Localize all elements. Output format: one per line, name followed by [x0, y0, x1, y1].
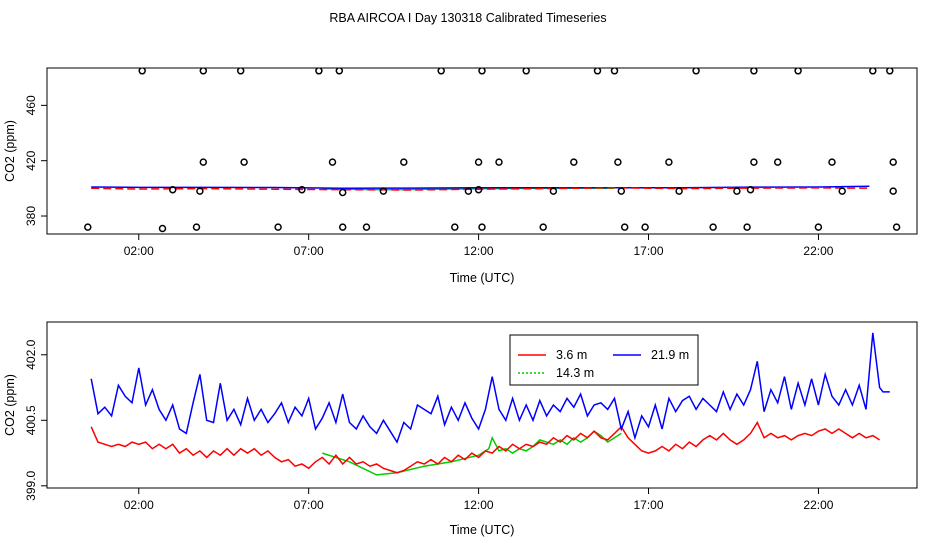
y-tick-label: 399.0 — [24, 470, 38, 500]
legend: 3.6 m 21.9 m 14.3 m — [509, 334, 699, 386]
outlier-point — [478, 68, 486, 75]
x-tick-label: 17:00 — [634, 244, 664, 258]
outlier-point — [709, 223, 717, 231]
x-tick-label: 12:00 — [464, 498, 494, 512]
outlier-point — [199, 158, 208, 166]
outlier-point — [746, 185, 755, 194]
y-tick-label: 460 — [24, 95, 38, 115]
outlier-point — [328, 158, 337, 166]
outlier-point — [379, 187, 388, 195]
legend-label: 14.3 m — [556, 366, 594, 380]
outlier-point — [474, 158, 483, 166]
x-tick-label: 17:00 — [634, 498, 664, 512]
outlier-point — [814, 223, 823, 231]
outlier-point — [192, 223, 201, 231]
x-tick-label: 02:00 — [124, 498, 154, 512]
outlier-point — [675, 187, 683, 195]
chart-title: RBA AIRCOA I Day 130318 Calibrated Times… — [329, 11, 606, 25]
x-tick-label: 12:00 — [464, 244, 494, 258]
outlier-point — [593, 68, 602, 75]
outlier-point — [236, 68, 245, 75]
outlier-point — [620, 223, 629, 231]
outlier-point — [522, 68, 530, 75]
outlier-point — [274, 223, 282, 231]
outlier-point — [610, 68, 619, 75]
outlier-point — [298, 185, 306, 194]
plot-frame — [46, 67, 918, 235]
outlier-point — [495, 158, 503, 166]
outlier-point — [838, 187, 846, 195]
legend-box — [509, 334, 699, 386]
outlier-point — [733, 187, 741, 195]
y-tick-label: 420 — [24, 150, 38, 170]
outlier-point — [641, 223, 649, 231]
x-tick-label: 02:00 — [124, 244, 154, 258]
outlier-point — [437, 68, 445, 75]
outlier-point — [335, 68, 344, 75]
outlier-point — [549, 187, 558, 195]
x-tick-label: 07:00 — [294, 498, 324, 512]
legend-label: 21.9 m — [651, 348, 689, 362]
x-axis-label: Time (UTC) — [450, 271, 515, 285]
outlier-point — [617, 187, 626, 195]
outlier-point — [743, 223, 751, 231]
outlier-point — [665, 158, 673, 166]
outlier-point — [828, 158, 836, 166]
series-line-21-9-m — [90, 332, 890, 444]
series-line-3-6-m — [90, 420, 881, 474]
outlier-point — [614, 158, 622, 166]
x-tick-label: 22:00 — [803, 244, 833, 258]
outlier-point — [570, 158, 578, 166]
outlier-point — [240, 158, 248, 166]
plot-area — [84, 68, 901, 233]
outlier-point — [886, 68, 894, 75]
x-tick-label: 07:00 — [294, 244, 324, 258]
outlier-point — [869, 68, 877, 75]
y-axis-label: CO2 (ppm) — [3, 120, 17, 182]
outlier-point — [794, 68, 802, 75]
x-axis-label: Time (UTC) — [450, 523, 515, 537]
outlier-point — [338, 223, 347, 231]
outlier-point — [168, 185, 177, 194]
outlier-point — [451, 223, 459, 231]
outlier-point — [315, 68, 323, 75]
legend-label: 3.6 m — [556, 348, 587, 362]
outlier-point — [478, 223, 486, 231]
outlier-point — [773, 158, 782, 166]
y-tick-label: 402.0 — [24, 339, 38, 369]
outlier-point — [474, 185, 483, 194]
outlier-point — [196, 187, 204, 195]
bottom-panel: 02:00 07:00 12:00 17:00 22:00 399.0 400.5 402.0… — [3, 321, 918, 537]
plot-area — [90, 332, 890, 476]
outlier-point — [889, 158, 897, 166]
outlier-point — [158, 224, 167, 233]
outlier-point — [750, 158, 758, 166]
outlier-point — [138, 68, 146, 75]
outlier-point — [84, 223, 92, 231]
outlier-point — [199, 68, 208, 75]
outlier-point — [362, 223, 371, 231]
top-panel: 02:00 07:00 12:00 17:00 22:00 380 420 460 Time (… — [3, 67, 918, 285]
outlier-point — [750, 68, 758, 75]
x-tick-label: 22:00 — [803, 498, 833, 512]
outlier-point — [889, 187, 897, 195]
series-line-3-6-m — [91, 187, 870, 191]
y-tick-label: 400.5 — [24, 405, 38, 435]
outlier-point — [892, 223, 901, 231]
y-axis-label: CO2 (ppm) — [3, 374, 17, 436]
outlier-point — [692, 68, 700, 75]
y-tick-label: 380 — [24, 206, 38, 226]
outlier-point — [464, 187, 473, 195]
plot-frame — [46, 321, 918, 489]
outlier-point — [338, 188, 347, 197]
outlier-point — [539, 223, 547, 231]
outlier-point — [400, 158, 408, 166]
